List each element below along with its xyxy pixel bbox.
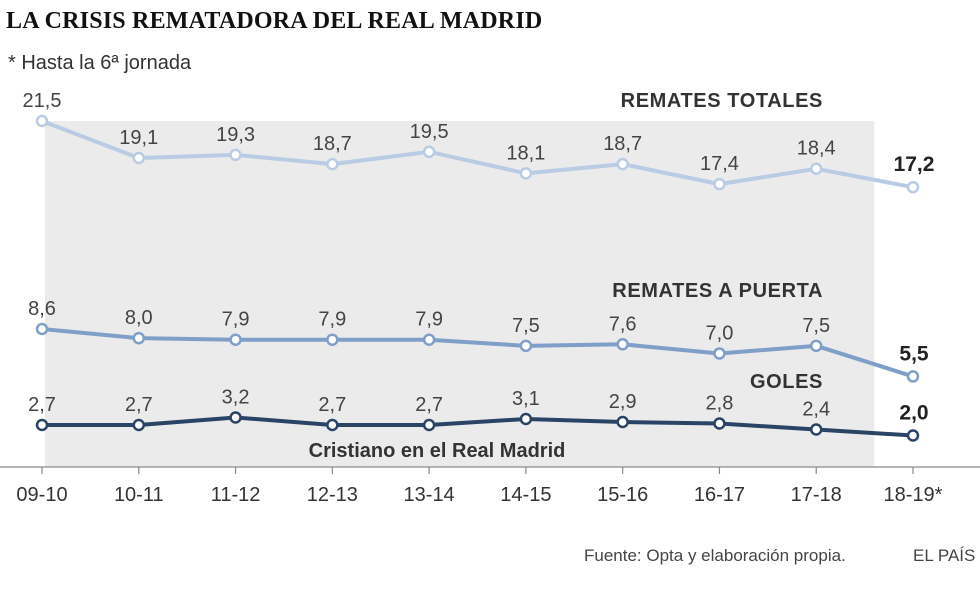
series-label: REMATES TOTALES (621, 90, 823, 112)
data-point (35, 114, 49, 128)
data-label: 7,5 (802, 315, 830, 337)
data-point (422, 418, 436, 432)
data-point (422, 145, 436, 159)
data-point (422, 333, 436, 346)
data-label: 19,1 (119, 127, 158, 149)
series-line-3 (40, 415, 915, 438)
data-label: 7,6 (609, 313, 637, 335)
x-tick-label: 16-17 (694, 484, 745, 506)
data-label: 5,5 (899, 342, 929, 365)
series-line-1 (40, 119, 915, 190)
data-label: 18,7 (603, 133, 642, 155)
data-label: 2,0 (899, 402, 928, 425)
data-label: 3,2 (222, 387, 250, 409)
data-label: 21,5 (23, 90, 62, 112)
data-point (326, 418, 339, 432)
x-tick-label: 14-15 (500, 484, 551, 506)
data-point (35, 322, 49, 336)
data-label: 8,6 (28, 298, 56, 320)
x-tick-label: 10-11 (114, 484, 164, 506)
data-label: 8,0 (125, 307, 153, 329)
series-label: REMATES A PUERTA (612, 280, 823, 302)
data-label: 7,0 (706, 322, 734, 344)
data-label: 2,4 (802, 399, 830, 421)
brand-logo-text: EL PAÍS (913, 546, 976, 565)
data-point (616, 157, 629, 171)
data-label: 2,7 (28, 394, 56, 416)
data-label: 18,1 (506, 142, 545, 164)
data-label: 7,9 (318, 309, 346, 331)
data-point (809, 423, 823, 436)
data-point (906, 370, 920, 383)
shaded-region-label: Cristiano en el Real Madrid (309, 440, 566, 462)
data-label: 2,9 (609, 391, 637, 413)
x-tick-label: 15-16 (597, 484, 648, 506)
data-label: 7,9 (222, 309, 250, 331)
chart-title: LA CRISIS REMATADORA DEL REAL MADRID (6, 8, 543, 34)
data-point (713, 417, 726, 430)
data-label: 2,7 (415, 394, 443, 416)
data-point (132, 151, 146, 165)
data-label: 3,1 (512, 388, 540, 410)
data-label: 18,7 (313, 133, 352, 155)
data-point (809, 339, 823, 353)
chart-subtitle: * Hasta la 6ª jornada (8, 52, 192, 74)
x-tick-label: 12-13 (307, 484, 358, 506)
data-point (713, 347, 726, 360)
data-label: 2,8 (706, 393, 734, 415)
data-point (326, 157, 339, 171)
data-point (713, 177, 726, 191)
x-tick-label: 09-10 (16, 484, 67, 506)
data-label: 7,5 (512, 315, 540, 337)
data-point (132, 331, 146, 345)
data-point (326, 333, 339, 346)
data-label: 19,3 (216, 124, 255, 146)
data-point (35, 418, 49, 432)
data-label: 2,7 (125, 394, 153, 416)
shaded-region (45, 121, 875, 467)
x-tick-label: 13-14 (404, 484, 455, 506)
data-label: 18,4 (797, 138, 836, 160)
data-point (809, 162, 823, 175)
data-point (906, 429, 920, 442)
data-label: 19,5 (410, 121, 449, 143)
source-note: Fuente: Opta y elaboración propia. (584, 546, 846, 565)
data-point (519, 167, 533, 180)
data-point (616, 415, 629, 429)
data-point (229, 148, 242, 162)
series-line-2 (40, 327, 915, 379)
x-tick-label: 17-18 (791, 484, 842, 506)
data-label: 2,7 (318, 394, 346, 416)
x-tick-label: 18-19* (884, 484, 943, 506)
data-point (906, 180, 920, 194)
data-point (229, 411, 242, 424)
data-point (519, 339, 533, 353)
x-tick-label: 11-12 (211, 484, 261, 506)
data-label: 17,4 (700, 153, 739, 175)
data-point (519, 412, 533, 426)
data-label: 17,2 (894, 153, 935, 176)
data-label: 7,9 (415, 309, 443, 331)
data-point (616, 338, 629, 351)
data-point (132, 418, 146, 432)
series-label: GOLES (750, 371, 823, 393)
data-point (229, 333, 242, 346)
